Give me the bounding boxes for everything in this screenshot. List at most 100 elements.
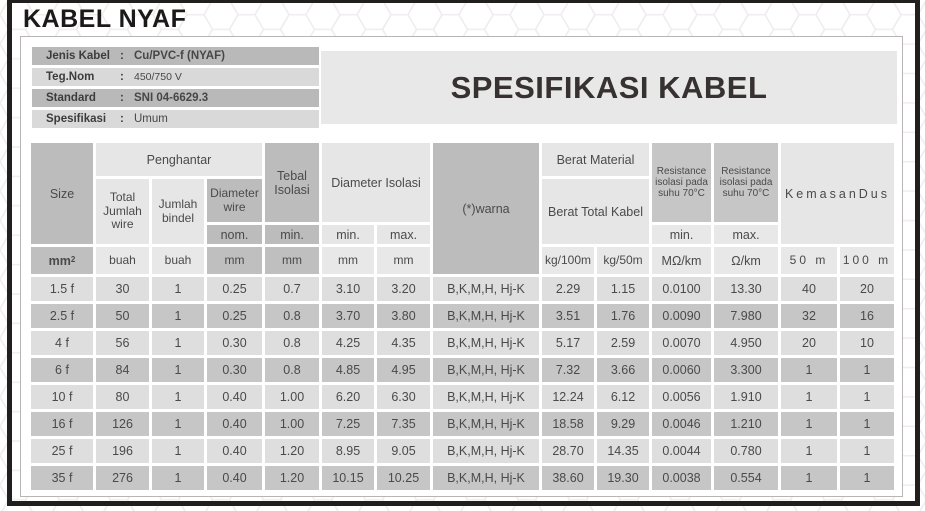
cell-berat-kg-50m: 14.35 [597, 439, 649, 463]
cell-berat-kg-50m: 1.15 [597, 277, 649, 301]
cell-diameter-wire-nom: 0.40 [207, 439, 262, 463]
cell-warna: B,K,M,H, Hj-K [433, 466, 539, 490]
cell-dus-50m: 1 [781, 439, 837, 463]
header-diameter-isolasi: Diameter Isolasi [322, 143, 430, 222]
cell-diameter-isolasi-max: 4.35 [377, 331, 430, 355]
cell-berat-kg-50m: 6.12 [597, 385, 649, 409]
cell-size: 1.5 f [31, 277, 93, 301]
cell-diameter-wire-nom: 0.40 [207, 412, 262, 436]
header-warna: (*) warna [433, 143, 539, 274]
cell-tebal-isolasi-min: 1.00 [265, 412, 319, 436]
header-resistance-isolasi-max: Resistance isolasi pada suhu 70°C [714, 143, 778, 222]
info-value: Cu/PVC-f (NYAF) [134, 50, 225, 62]
cell-diameter-wire-nom: 0.40 [207, 385, 262, 409]
specification-table: Size Penghantar Total Jumlah wire Jumlah… [31, 143, 894, 490]
info-separator: : [120, 71, 124, 83]
spec-header-title: SPESIFIKASI KABEL [450, 69, 768, 105]
cell-warna: B,K,M,H, Hj-K [433, 331, 539, 355]
cell-dus-50m: 20 [781, 331, 837, 355]
cell-diameter-isolasi-max: 7.35 [377, 412, 430, 436]
header-berat-material: Berat Material [542, 143, 649, 176]
header-warna-label: warna [475, 201, 510, 216]
cell-size: 25 f [31, 439, 93, 463]
info-label: Jenis Kabel [46, 50, 110, 62]
cell-jumlah-bindel: 1 [152, 385, 204, 409]
cell-diameter-isolasi-max: 9.05 [377, 439, 430, 463]
cell-resistance-min: 0.0056 [652, 385, 711, 409]
header-diameter-wire: Diameter wire [207, 179, 262, 222]
cell-berat-kg-100m: 12.24 [542, 385, 594, 409]
cell-dus-100m: 16 [840, 304, 894, 328]
header-total-jumlah-wire: Total Jumlah wire [96, 179, 149, 244]
header-resistance-min: min. [652, 225, 711, 244]
cell-total-wire: 56 [96, 331, 149, 355]
cell-total-wire: 126 [96, 412, 149, 436]
cell-tebal-isolasi-min: 0.8 [265, 304, 319, 328]
cell-tebal-isolasi-min: 0.8 [265, 331, 319, 355]
cell-resistance-max: 1.210 [714, 412, 778, 436]
cell-diameter-isolasi-min: 6.20 [322, 385, 374, 409]
header-resistance-isolasi-min: Resistance isolasi pada suhu 70°C [652, 143, 711, 222]
header-warna-asterisk: (*) [462, 201, 476, 216]
cell-berat-kg-100m: 3.51 [542, 304, 594, 328]
cell-tebal-isolasi-min: 1.20 [265, 439, 319, 463]
cell-berat-kg-100m: 5.17 [542, 331, 594, 355]
cell-total-wire: 30 [96, 277, 149, 301]
cell-berat-kg-50m: 2.59 [597, 331, 649, 355]
cell-berat-kg-100m: 18.58 [542, 412, 594, 436]
header-kemasan-dus: Kemasan Dus [781, 143, 894, 244]
cell-dus-50m: 1 [781, 385, 837, 409]
info-row-spesifikasi: Spesifikasi : Umum [32, 110, 319, 128]
cell-dus-50m: 40 [781, 277, 837, 301]
cell-dus-50m: 1 [781, 412, 837, 436]
header-berat-total-kabel: Berat Total Kabel [542, 179, 649, 244]
cell-diameter-isolasi-max: 10.25 [377, 466, 430, 490]
cell-berat-kg-50m: 3.66 [597, 358, 649, 382]
cell-size: 2.5 f [31, 304, 93, 328]
cell-resistance-max: 4.950 [714, 331, 778, 355]
cell-warna: B,K,M,H, Hj-K [433, 304, 539, 328]
info-value: 450/750 V [134, 71, 182, 83]
cell-warna: B,K,M,H, Hj-K [433, 385, 539, 409]
cell-dus-100m: 1 [840, 466, 894, 490]
unit-bindel: buah [152, 247, 204, 274]
header-size: Size [31, 143, 93, 244]
cell-diameter-isolasi-min: 3.70 [322, 304, 374, 328]
cell-diameter-isolasi-min: 10.15 [322, 466, 374, 490]
cell-diameter-wire-nom: 0.40 [207, 466, 262, 490]
cell-tebal-isolasi-min: 0.8 [265, 358, 319, 382]
cell-size: 4 f [31, 331, 93, 355]
cell-dus-100m: 1 [840, 385, 894, 409]
header-tebal-min: min. [265, 225, 319, 244]
unit-size-sup: 2 [70, 255, 76, 265]
cell-resistance-min: 0.0090 [652, 304, 711, 328]
cell-resistance-min: 0.0070 [652, 331, 711, 355]
unit-kg-50m: kg/50m [597, 247, 649, 274]
cell-jumlah-bindel: 1 [152, 331, 204, 355]
cell-berat-kg-100m: 2.29 [542, 277, 594, 301]
cell-berat-kg-100m: 28.70 [542, 439, 594, 463]
cell-resistance-max: 0.780 [714, 439, 778, 463]
info-value: Umum [134, 113, 168, 125]
info-label: Teg.Nom [46, 71, 95, 83]
cell-diameter-isolasi-min: 3.10 [322, 277, 374, 301]
unit-ohm-km: Ω/km [714, 247, 778, 274]
cell-dus-100m: 1 [840, 412, 894, 436]
cell-diameter-wire-nom: 0.25 [207, 277, 262, 301]
info-label: Spesifikasi [46, 113, 107, 125]
cell-dus-100m: 20 [840, 277, 894, 301]
cell-total-wire: 276 [96, 466, 149, 490]
cell-size: 35 f [31, 466, 93, 490]
unit-size-base: mm [48, 253, 71, 268]
cell-size: 6 f [31, 358, 93, 382]
cell-resistance-min: 0.0100 [652, 277, 711, 301]
cell-berat-kg-50m: 1.76 [597, 304, 649, 328]
cell-diameter-wire-nom: 0.25 [207, 304, 262, 328]
unit-tebal: mm [265, 247, 319, 274]
cell-diameter-isolasi-max: 6.30 [377, 385, 430, 409]
cell-diameter-wire-nom: 0.30 [207, 358, 262, 382]
cell-diameter-isolasi-min: 4.25 [322, 331, 374, 355]
cell-resistance-max: 1.910 [714, 385, 778, 409]
cell-resistance-min: 0.0044 [652, 439, 711, 463]
